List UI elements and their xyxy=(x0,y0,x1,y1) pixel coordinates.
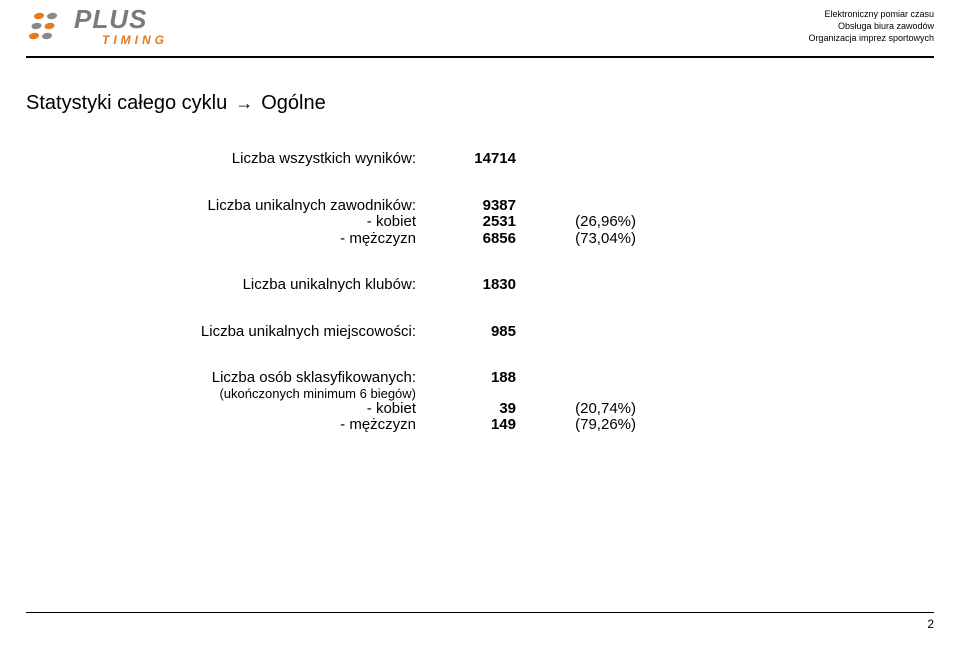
content: Statystyki całego cyklu → Ogólne Liczba … xyxy=(0,58,960,434)
page-footer: 2 xyxy=(26,612,934,631)
stat-percent: (79,26%) xyxy=(516,417,636,434)
stat-value: 1830 xyxy=(424,277,516,294)
stat-label: Liczba wszystkich wyników: xyxy=(26,151,424,168)
stat-unique-cities: Liczba unikalnych miejscowości: 985 xyxy=(26,324,934,341)
stat-label: Liczba unikalnych klubów: xyxy=(26,277,424,294)
stat-note: (ukończonych minimum 6 biegów) xyxy=(26,387,424,401)
stat-value: 14714 xyxy=(424,151,516,168)
stat-sublabel: - kobiet xyxy=(26,214,424,231)
page-title: Statystyki całego cyklu → Ogólne xyxy=(26,92,934,115)
tagline-line: Organizacja imprez sportowych xyxy=(808,32,934,44)
stat-sublabel: - mężczyzn xyxy=(26,231,424,248)
stat-sublabel: - mężczyzn xyxy=(26,417,424,434)
stat-value: 39 xyxy=(424,401,516,418)
header-tagline: Elektroniczny pomiar czasu Obsługa biura… xyxy=(808,8,934,44)
logo: PLUS TIMING xyxy=(26,6,168,46)
tagline-line: Obsługa biura zawodów xyxy=(808,20,934,32)
stat-label: Liczba unikalnych zawodników: xyxy=(26,198,424,215)
title-main: Statystyki całego cyklu xyxy=(26,92,227,115)
logo-mark-icon xyxy=(26,8,68,44)
stat-sublabel: - kobiet xyxy=(26,401,424,418)
page-number: 2 xyxy=(927,617,934,631)
stat-unique-clubs: Liczba unikalnych klubów: 1830 xyxy=(26,277,934,294)
logo-text: PLUS TIMING xyxy=(74,6,168,46)
stat-value: 149 xyxy=(424,417,516,434)
title-sub: Ogólne xyxy=(261,92,326,115)
logo-wordmark: PLUS xyxy=(74,6,168,32)
stat-percent: (20,74%) xyxy=(516,401,636,418)
arrow-right-icon: → xyxy=(233,93,255,114)
stat-value: 188 xyxy=(424,370,516,387)
stat-percent: (73,04%) xyxy=(516,231,636,248)
stat-value: 9387 xyxy=(424,198,516,215)
stat-classified: Liczba osób sklasyfikowanych: 188 (ukońc… xyxy=(26,370,934,434)
stat-percent: (26,96%) xyxy=(516,214,636,231)
page-header: PLUS TIMING Elektroniczny pomiar czasu O… xyxy=(26,0,934,58)
stat-value: 985 xyxy=(424,324,516,341)
stat-unique-competitors: Liczba unikalnych zawodników: 9387 - kob… xyxy=(26,198,934,248)
logo-subwordmark: TIMING xyxy=(102,34,168,46)
stats-section: Liczba wszystkich wyników: 14714 Liczba … xyxy=(26,151,934,434)
stat-label: Liczba osób sklasyfikowanych: xyxy=(26,370,424,387)
stat-value: 2531 xyxy=(424,214,516,231)
stat-label: Liczba unikalnych miejscowości: xyxy=(26,324,424,341)
stat-total-results: Liczba wszystkich wyników: 14714 xyxy=(26,151,934,168)
tagline-line: Elektroniczny pomiar czasu xyxy=(808,8,934,20)
stat-value: 6856 xyxy=(424,231,516,248)
